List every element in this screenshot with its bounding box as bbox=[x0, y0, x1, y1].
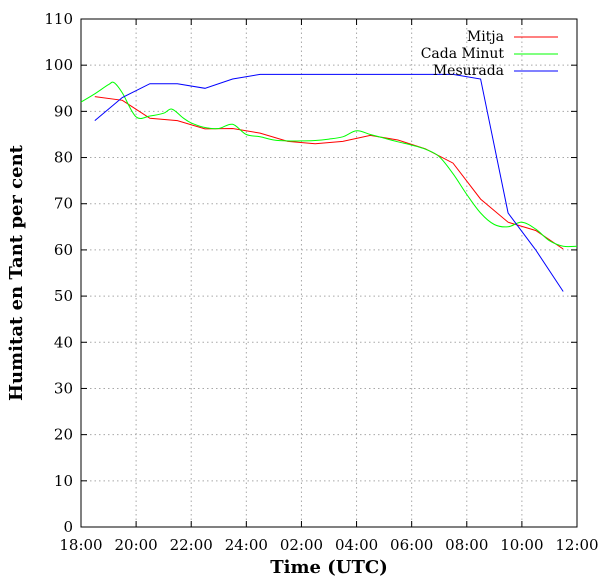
x-tick-label: 20:00 bbox=[114, 536, 157, 554]
series-line-mesurada bbox=[94, 73, 564, 292]
x-tick-label: 24:00 bbox=[225, 536, 268, 554]
x-tick-label: 06:00 bbox=[390, 536, 433, 554]
y-tick-label: 60 bbox=[54, 241, 73, 259]
x-tick-label: 12:00 bbox=[555, 536, 598, 554]
y-tick-label: 100 bbox=[44, 56, 73, 74]
legend-label-cada-minut: Cada Minut bbox=[421, 46, 505, 62]
y-tick-label: 0 bbox=[63, 518, 73, 536]
y-tick-label: 50 bbox=[54, 287, 73, 305]
legend-label-mesurada: Mesurada bbox=[433, 63, 504, 79]
y-tick-label: 10 bbox=[54, 472, 73, 490]
plot-frame bbox=[80, 18, 578, 528]
grid-lines bbox=[81, 19, 577, 527]
y-tick-label: 40 bbox=[54, 333, 73, 351]
x-tick-label: 08:00 bbox=[445, 536, 488, 554]
y-tick-label: 90 bbox=[54, 102, 73, 120]
y-axis-title: Humitat en Tant per cent bbox=[6, 144, 27, 401]
x-tick-label: 10:00 bbox=[500, 536, 543, 554]
axis-ticks: 0 10 20 30 40 50 60 70 80 90 100 110 18:00 20:00 22:00… bbox=[44, 10, 598, 554]
y-tick-label: 70 bbox=[54, 195, 73, 213]
x-tick-label: 04:00 bbox=[335, 536, 378, 554]
legend-label-mitja: Mitja bbox=[467, 29, 504, 45]
y-tick-label: 30 bbox=[54, 379, 73, 397]
y-tick-label: 20 bbox=[54, 426, 73, 444]
series-line-mitja bbox=[94, 96, 564, 250]
x-tick-label: 02:00 bbox=[280, 536, 323, 554]
series-lines bbox=[80, 73, 578, 292]
y-tick-label: 110 bbox=[44, 10, 73, 28]
series-line-cada-minut bbox=[80, 81, 578, 248]
x-tick-label: 18:00 bbox=[59, 536, 102, 554]
y-tick-label: 80 bbox=[54, 149, 73, 167]
x-axis-title: Time (UTC) bbox=[270, 557, 387, 576]
x-tick-label: 22:00 bbox=[170, 536, 213, 554]
